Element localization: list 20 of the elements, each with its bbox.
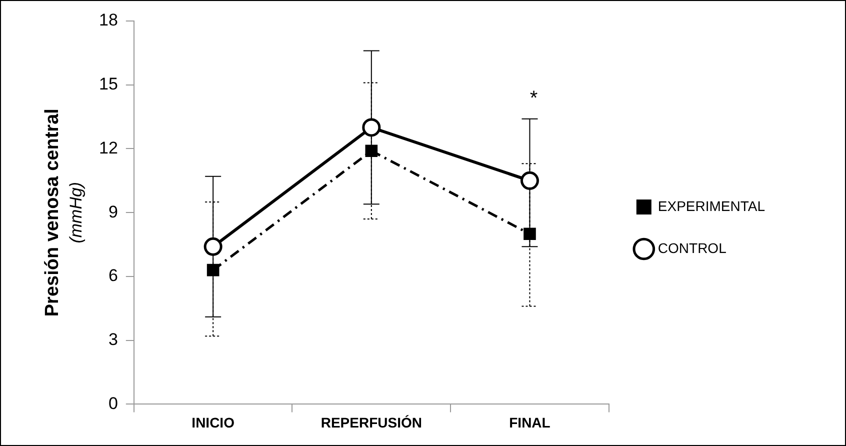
point: [362, 118, 381, 137]
point: [365, 144, 378, 158]
annotation: *: [530, 87, 538, 110]
legend-label: CONTROL: [658, 240, 727, 256]
y-tick-label: 6: [108, 266, 118, 286]
point: [204, 237, 222, 256]
x-tick-label: INICIO: [192, 414, 235, 430]
point: [520, 171, 539, 190]
y-tick-label: 9: [108, 202, 118, 222]
x-tick-label: REPERFUSIÓN: [320, 414, 422, 430]
y-tick-label: 15: [98, 74, 118, 94]
x-tick-label: FINAL: [509, 414, 551, 430]
y-axis-title: Presión venosa central (mmHg): [42, 108, 86, 317]
legend-label: EXPERIMENTAL: [658, 198, 766, 214]
y-tick-label: 3: [108, 330, 118, 350]
point: [206, 264, 220, 276]
point: [524, 228, 536, 240]
y-tick-label: 0: [108, 394, 118, 413]
y-tick-label: 12: [98, 138, 118, 158]
y-tick-label: 18: [98, 10, 118, 30]
